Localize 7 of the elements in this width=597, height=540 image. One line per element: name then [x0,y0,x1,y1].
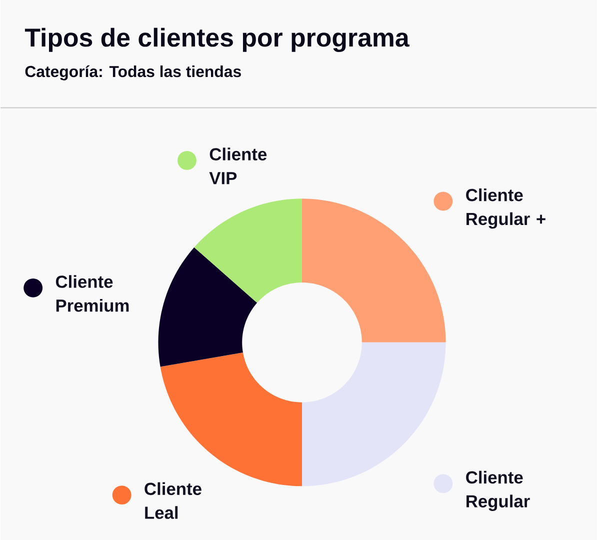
legend-label: Cliente Regular + [466,188,546,229]
chart-subtitle: Categoría: Todas las tiendas [25,65,241,80]
legend-label: Cliente VIP [209,148,267,184]
legend-label: Cliente Leal [144,482,202,519]
legend-label: Cliente Premium [56,275,129,312]
legend-label: Cliente Regular [466,470,530,511]
chart-title: Tipos de clientes por programa [24,28,410,52]
